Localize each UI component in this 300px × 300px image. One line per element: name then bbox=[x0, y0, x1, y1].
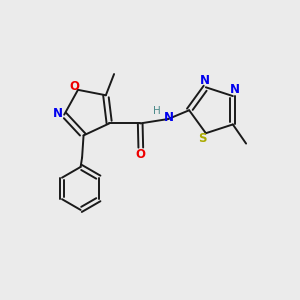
Text: O: O bbox=[136, 148, 146, 160]
Text: N: N bbox=[53, 107, 63, 120]
Text: N: N bbox=[230, 83, 240, 96]
Text: S: S bbox=[198, 132, 207, 145]
Text: N: N bbox=[200, 74, 210, 87]
Text: O: O bbox=[69, 80, 79, 92]
Text: N: N bbox=[164, 111, 174, 124]
Text: H: H bbox=[153, 106, 161, 116]
